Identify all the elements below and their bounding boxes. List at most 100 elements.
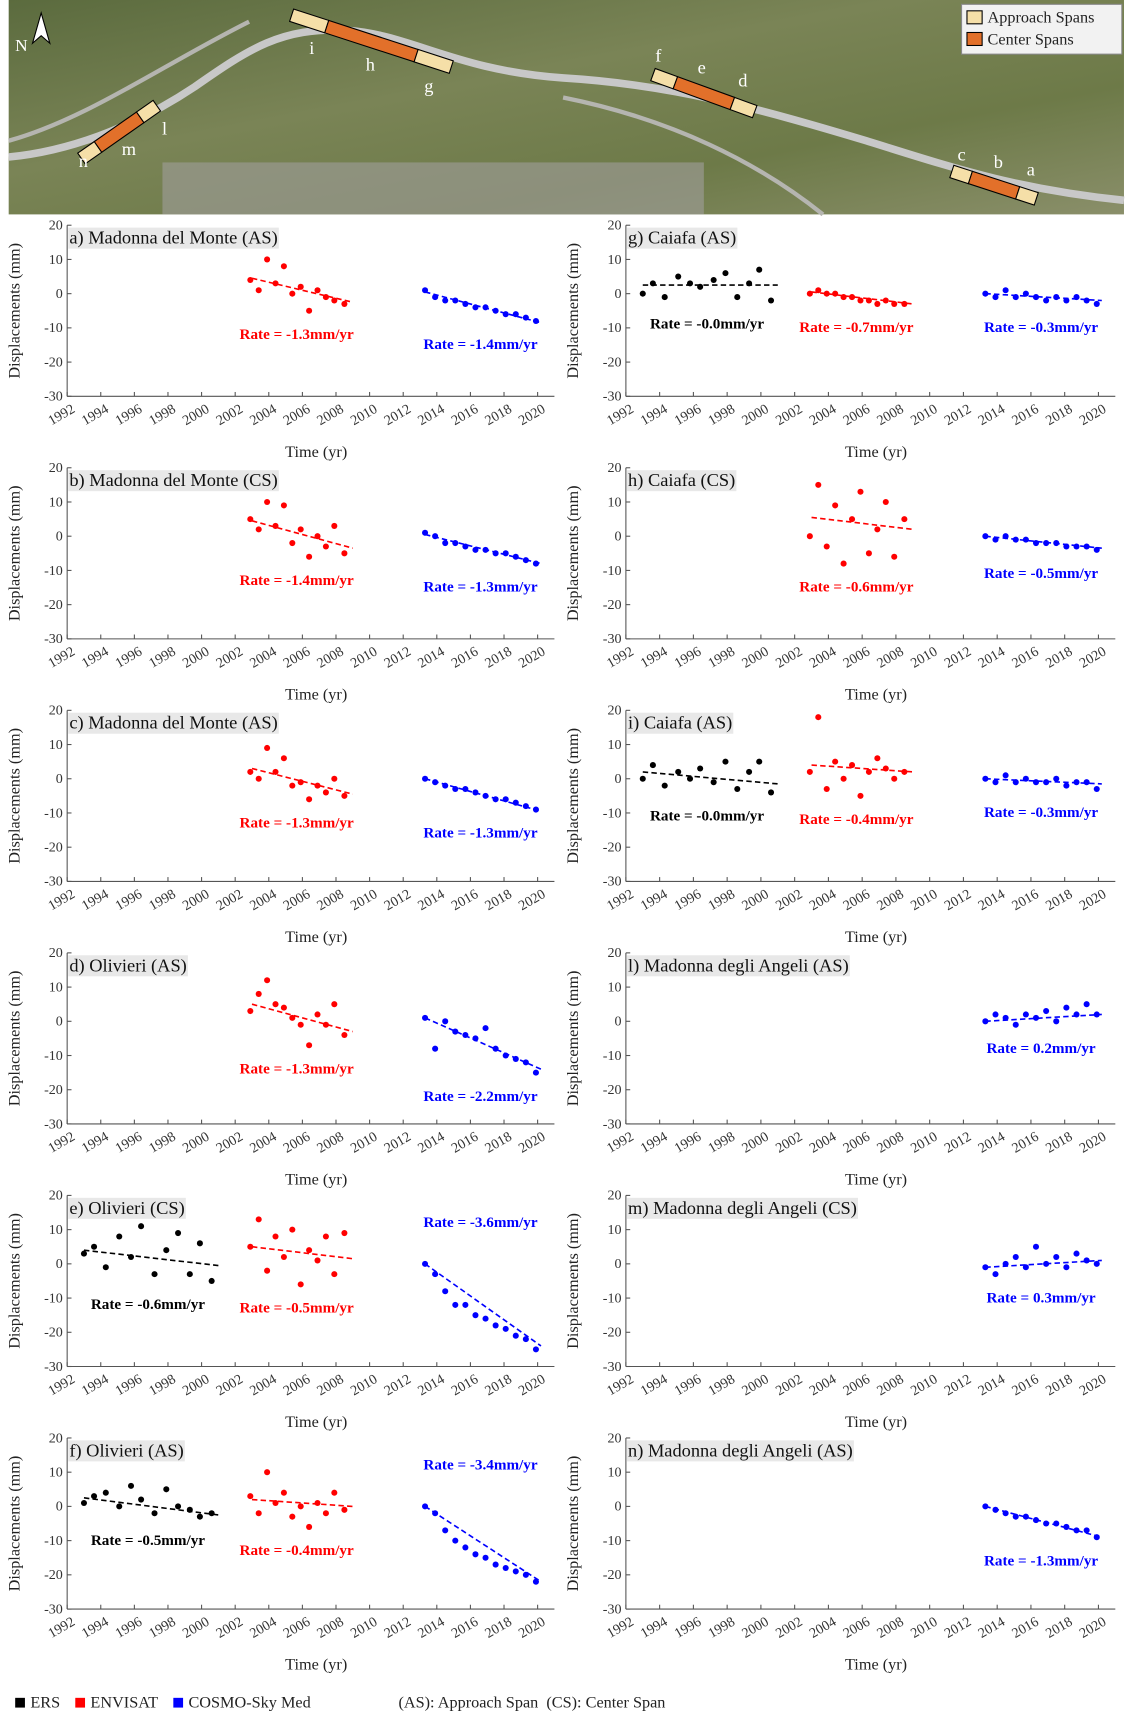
x-tick-label: 2008 <box>874 401 906 429</box>
x-tick-label: 2008 <box>874 1129 906 1157</box>
x-tick-label: 1994 <box>79 886 111 914</box>
legend-label: ENVISAT <box>90 1694 158 1712</box>
x-tick-label: 1998 <box>146 401 178 429</box>
point <box>289 540 296 547</box>
trend-line <box>642 771 778 785</box>
y-tick-label: 0 <box>615 1256 622 1272</box>
point <box>297 526 304 533</box>
x-tick-label: 2016 <box>449 1371 481 1399</box>
x-tick-label: 2008 <box>314 401 346 429</box>
point <box>102 1489 109 1496</box>
point <box>452 297 459 304</box>
point <box>322 543 329 550</box>
point <box>314 782 321 789</box>
y-tick-label: 20 <box>607 945 621 961</box>
y-tick-label: 0 <box>56 771 63 787</box>
legend-swatch <box>15 1697 25 1708</box>
y-tick-label: 0 <box>615 286 622 302</box>
point <box>272 522 279 529</box>
x-tick-label: 2000 <box>739 401 771 429</box>
x-tick-label: 2016 <box>449 1614 481 1642</box>
y-tick-label: 20 <box>49 460 63 476</box>
point <box>982 775 989 782</box>
point <box>138 1496 145 1503</box>
point <box>255 287 262 294</box>
point <box>492 307 499 314</box>
x-tick-label: 2010 <box>348 886 380 914</box>
x-tick-label: 2018 <box>482 401 514 429</box>
x-tick-label: 2002 <box>773 886 805 914</box>
point <box>314 287 321 294</box>
trend-line <box>811 516 913 531</box>
point <box>532 560 539 567</box>
x-axis-label: Time (yr) <box>285 1413 347 1431</box>
point <box>472 1035 479 1042</box>
point <box>1093 300 1100 307</box>
point <box>734 785 741 793</box>
x-tick-label: 2010 <box>908 1129 940 1157</box>
point <box>849 294 856 301</box>
title-background <box>68 227 279 249</box>
point <box>280 755 287 762</box>
x-tick-label: 2002 <box>213 644 245 672</box>
point <box>422 1503 429 1510</box>
x-tick-label: 2014 <box>975 401 1007 429</box>
point <box>442 1288 449 1295</box>
x-tick-label: 2002 <box>213 886 245 914</box>
x-tick-label: 2002 <box>773 644 805 672</box>
y-tick-label: 10 <box>49 737 63 753</box>
x-tick-label: 2008 <box>874 1371 906 1399</box>
y-tick-label: -20 <box>603 597 622 613</box>
point <box>255 990 262 997</box>
point <box>522 314 529 321</box>
point <box>1043 1260 1050 1267</box>
title-background <box>68 712 279 734</box>
x-tick-label: 1992 <box>45 886 77 914</box>
rate-label: Rate = -2.2mm/yr <box>423 1088 537 1105</box>
point <box>264 1267 271 1274</box>
point <box>341 792 348 799</box>
span-label: i <box>309 38 314 58</box>
point <box>452 540 459 547</box>
x-tick-label: 2010 <box>348 1129 380 1157</box>
x-tick-label: 2004 <box>247 886 279 914</box>
x-tick-label: 2014 <box>975 1129 1007 1157</box>
point <box>1002 1510 1009 1517</box>
y-tick-label: -30 <box>603 389 622 405</box>
point <box>722 758 729 765</box>
bridge <box>650 67 758 119</box>
point <box>272 768 279 775</box>
point <box>1083 779 1090 786</box>
x-tick-label: 2014 <box>975 1614 1007 1642</box>
x-tick-label: 2000 <box>180 1129 212 1157</box>
y-tick-label: 0 <box>56 1256 63 1272</box>
x-axis-label: Time (yr) <box>845 1171 907 1189</box>
x-tick-label: 2006 <box>281 1371 313 1399</box>
point <box>710 779 717 786</box>
point <box>272 280 279 287</box>
point <box>1053 540 1060 547</box>
point <box>746 280 753 287</box>
approach-span <box>135 99 162 124</box>
point <box>992 536 999 543</box>
x-tick-label: 2016 <box>449 886 481 914</box>
point <box>314 1257 321 1264</box>
rate-label: Rate = -0.0mm/yr <box>650 808 764 825</box>
point <box>247 1493 254 1500</box>
point <box>522 803 529 810</box>
point <box>452 1537 459 1544</box>
point <box>1032 540 1040 547</box>
span-label: m <box>122 139 137 159</box>
y-tick-label: -20 <box>44 597 63 613</box>
x-tick-label: 2004 <box>807 1129 839 1157</box>
approach-span <box>413 48 454 74</box>
chart-title: i) Caiafa (AS) <box>628 713 732 734</box>
y-tick-label: -30 <box>603 631 622 647</box>
point <box>849 762 856 769</box>
point <box>992 1011 999 1018</box>
rate-label: Rate = -1.3mm/yr <box>240 814 354 831</box>
point <box>882 297 889 304</box>
x-tick-label: 2012 <box>942 1129 974 1157</box>
trend-line <box>811 764 913 773</box>
